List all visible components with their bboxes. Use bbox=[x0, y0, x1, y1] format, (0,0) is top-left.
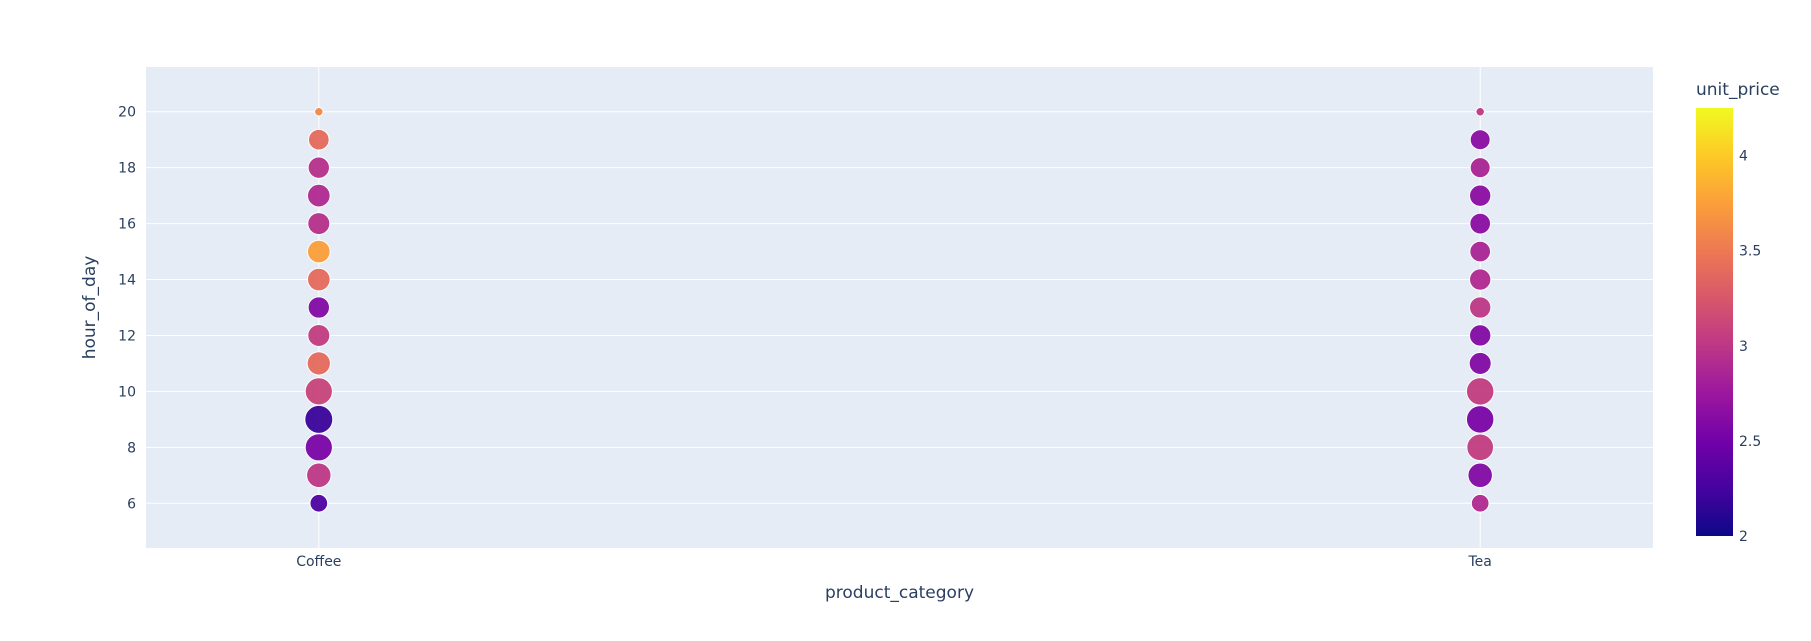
data-point bbox=[1468, 351, 1492, 375]
y-axis-title: hour_of_day bbox=[80, 256, 100, 360]
data-point bbox=[1469, 296, 1492, 319]
data-point bbox=[306, 267, 331, 292]
data-point bbox=[1466, 433, 1495, 462]
colorbar-tick-label: 2.5 bbox=[1739, 434, 1761, 450]
data-point bbox=[307, 323, 331, 347]
data-points bbox=[304, 107, 1495, 513]
data-point bbox=[1469, 324, 1492, 347]
data-point bbox=[1469, 184, 1492, 207]
y-tick-label: 20 bbox=[118, 105, 136, 121]
data-point bbox=[307, 296, 330, 319]
data-point bbox=[314, 107, 324, 117]
x-tick-label: Coffee bbox=[296, 554, 341, 570]
data-point bbox=[1469, 212, 1492, 235]
plot-background bbox=[146, 67, 1653, 548]
y-tick-label: 10 bbox=[118, 384, 136, 400]
x-axis-title: product_category bbox=[825, 583, 974, 603]
x-tick-label: Tea bbox=[1467, 554, 1491, 570]
data-point bbox=[307, 128, 330, 151]
y-tick-label: 8 bbox=[127, 440, 136, 456]
data-point bbox=[1467, 462, 1493, 489]
data-point bbox=[1475, 107, 1485, 117]
y-tick-label: 12 bbox=[118, 328, 136, 344]
data-point bbox=[306, 351, 331, 376]
data-point bbox=[1469, 129, 1491, 151]
data-point bbox=[1470, 493, 1490, 513]
y-tick-label: 18 bbox=[118, 161, 136, 177]
data-point bbox=[306, 239, 331, 264]
y-tick-label: 16 bbox=[118, 217, 136, 233]
data-point bbox=[306, 183, 331, 208]
data-point bbox=[1469, 157, 1491, 179]
data-point bbox=[304, 404, 334, 434]
colorbar-tick-label: 2 bbox=[1739, 529, 1748, 545]
colorbar-title: unit_price bbox=[1696, 80, 1780, 100]
grid-lines bbox=[146, 67, 1653, 548]
colorbar-ticks: 2 2.5 3 3.5 4 bbox=[1739, 149, 1761, 545]
data-point bbox=[1469, 268, 1492, 291]
y-tick-label: 14 bbox=[118, 273, 136, 289]
data-point bbox=[1465, 405, 1495, 434]
x-axis-ticks: Coffee Tea bbox=[296, 554, 1492, 570]
data-point bbox=[309, 493, 329, 513]
data-point bbox=[307, 212, 331, 236]
colorbar-tick-label: 4 bbox=[1739, 149, 1748, 165]
data-point bbox=[1469, 240, 1492, 263]
data-point bbox=[304, 433, 333, 462]
y-tick-label: 6 bbox=[127, 496, 136, 512]
data-point bbox=[306, 462, 332, 489]
data-point bbox=[307, 156, 330, 179]
colorbar-tick-label: 3 bbox=[1739, 339, 1748, 355]
data-point bbox=[1465, 377, 1495, 406]
colorbar-tick-label: 3.5 bbox=[1739, 244, 1761, 260]
y-axis-ticks: 6 8 10 12 14 16 18 20 bbox=[118, 105, 136, 513]
data-point bbox=[304, 377, 333, 406]
colorbar bbox=[1696, 108, 1733, 536]
